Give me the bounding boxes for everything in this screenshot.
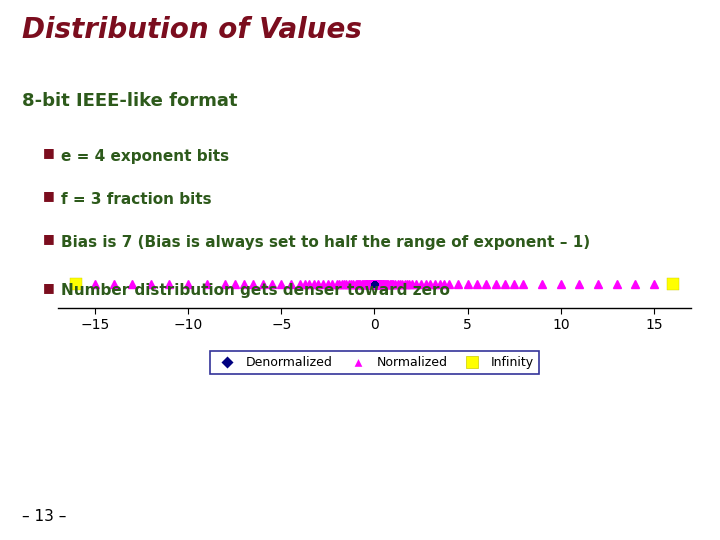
Text: Bias is 7 (Bias is always set to half the range of exponent – 1): Bias is 7 (Bias is always set to half th…: [61, 235, 590, 250]
Text: f = 3 fraction bits: f = 3 fraction bits: [61, 192, 212, 207]
Text: Number distribution gets denser toward zero: Number distribution gets denser toward z…: [61, 284, 450, 299]
Text: 8-bit IEEE-like format: 8-bit IEEE-like format: [22, 92, 237, 110]
Text: – 13 –: – 13 –: [22, 509, 66, 524]
Legend: Denormalized, Normalized, Infinity: Denormalized, Normalized, Infinity: [210, 352, 539, 374]
Text: ■: ■: [43, 146, 55, 159]
Text: ■: ■: [43, 232, 55, 245]
Text: ■: ■: [43, 189, 55, 202]
Text: e = 4 exponent bits: e = 4 exponent bits: [61, 148, 230, 164]
Text: ■: ■: [43, 281, 55, 294]
Text: Distribution of Values: Distribution of Values: [22, 16, 361, 44]
